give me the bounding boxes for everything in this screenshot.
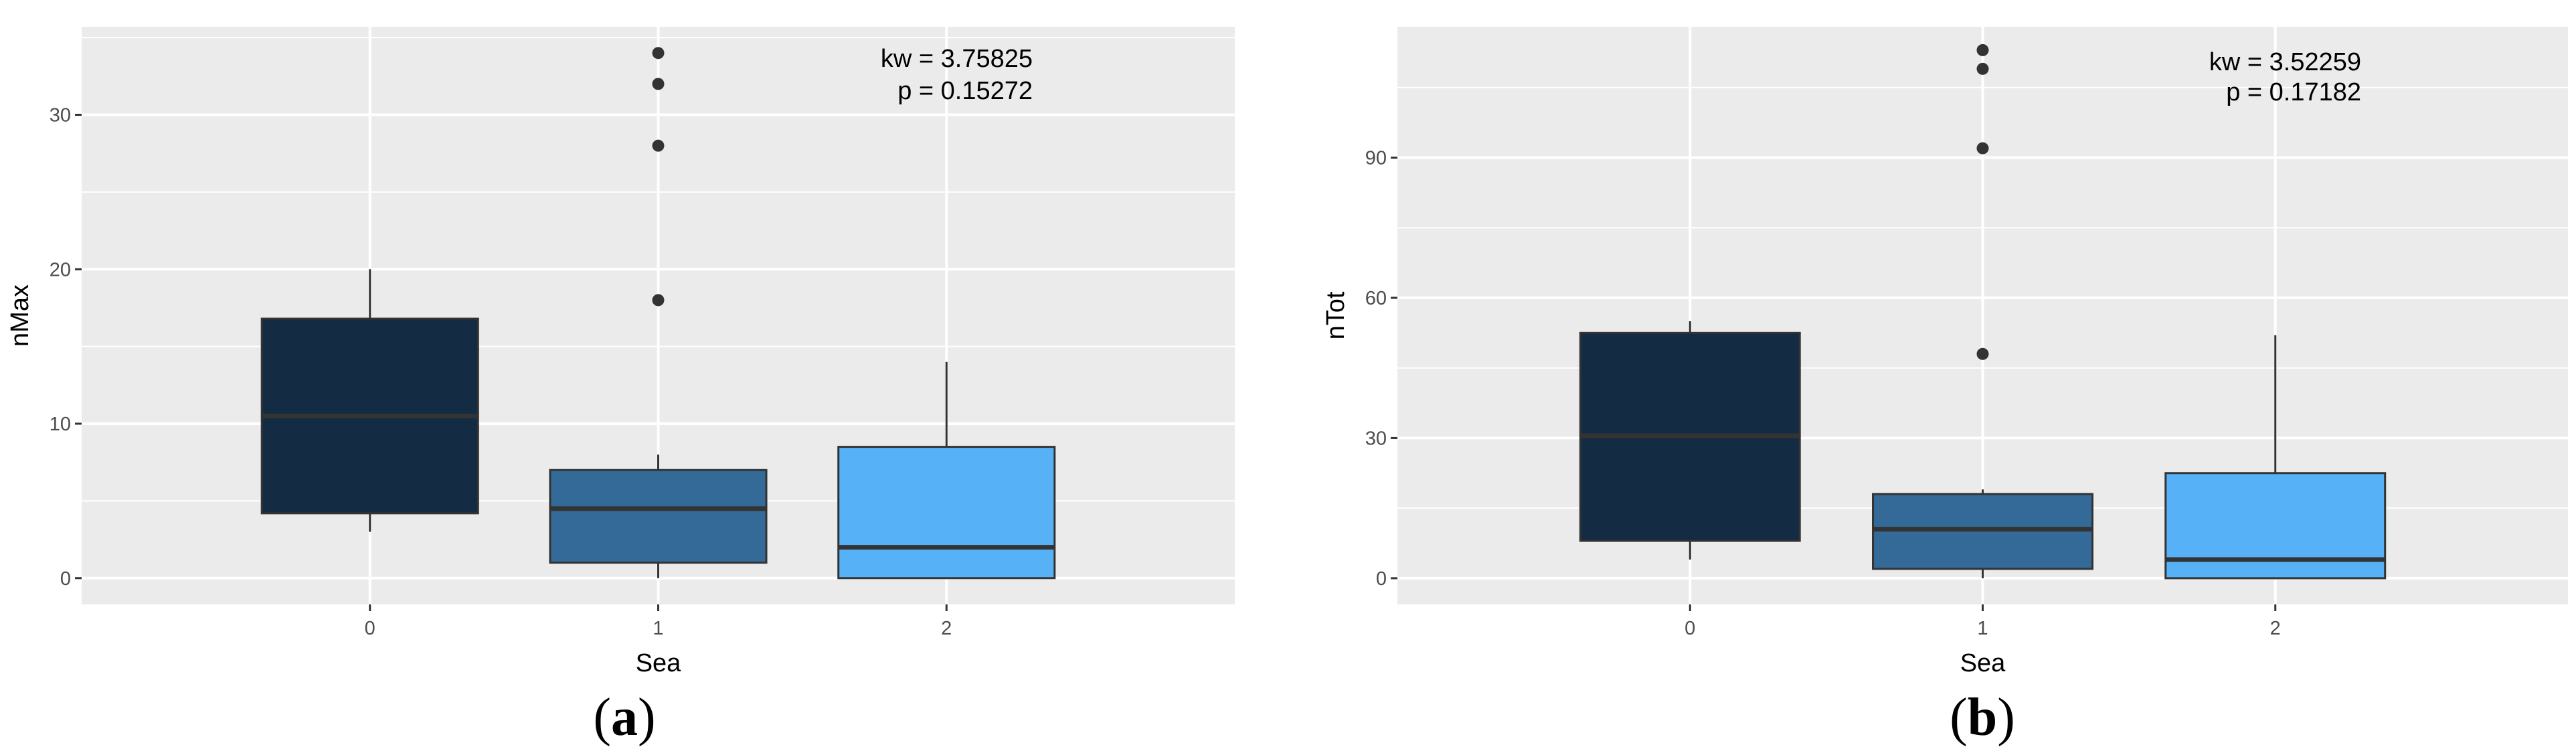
box-category-1 xyxy=(549,469,768,564)
outlier-point xyxy=(1976,44,1989,56)
p-value: p = 0.15272 xyxy=(897,77,1033,105)
x-axis-title: Sea xyxy=(636,649,681,677)
x-tick-label: 0 xyxy=(1685,618,1695,639)
y-tick-label: 60 xyxy=(1365,288,1387,309)
panel-label: (a) xyxy=(593,688,655,747)
x-tick-label: 1 xyxy=(1977,618,1988,639)
box-category-2 xyxy=(2164,472,2387,580)
outlier-point xyxy=(652,47,665,60)
kw-statistic: kw = 3.75825 xyxy=(881,45,1033,73)
outlier-point xyxy=(1976,62,1989,75)
x-tick-label: 0 xyxy=(365,618,375,639)
y-tick-label: 30 xyxy=(1365,428,1387,449)
x-tick-label: 2 xyxy=(941,618,952,639)
panel-label: (b) xyxy=(1950,688,2015,747)
y-axis-title: nTot xyxy=(1322,291,1350,339)
x-tick-label: 2 xyxy=(2270,618,2281,639)
y-tick-label: 0 xyxy=(1376,568,1387,590)
p-value: p = 0.17182 xyxy=(2226,78,2361,106)
y-tick-label: 10 xyxy=(50,414,71,435)
outlier-point xyxy=(652,78,665,90)
y-axis-title: nMax xyxy=(6,284,34,347)
outlier-point xyxy=(1976,347,1989,360)
y-tick-label: 20 xyxy=(50,259,71,280)
outlier-point xyxy=(652,294,665,307)
panel-a: 0 10 20 30 0 1 2 kw = 3.75825 p = 0.15272 Sea nMax… xyxy=(6,27,1235,747)
x-tick-label: 1 xyxy=(653,618,663,639)
box-category-2 xyxy=(837,446,1056,580)
y-tick-label: 30 xyxy=(50,105,71,127)
kw-statistic: kw = 3.52259 xyxy=(2209,48,2361,76)
outlier-point xyxy=(652,139,665,152)
y-tick-label: 0 xyxy=(60,568,71,590)
outlier-point xyxy=(1976,142,1989,155)
y-tick-label: 90 xyxy=(1365,148,1387,169)
x-axis-title: Sea xyxy=(1960,649,2006,677)
